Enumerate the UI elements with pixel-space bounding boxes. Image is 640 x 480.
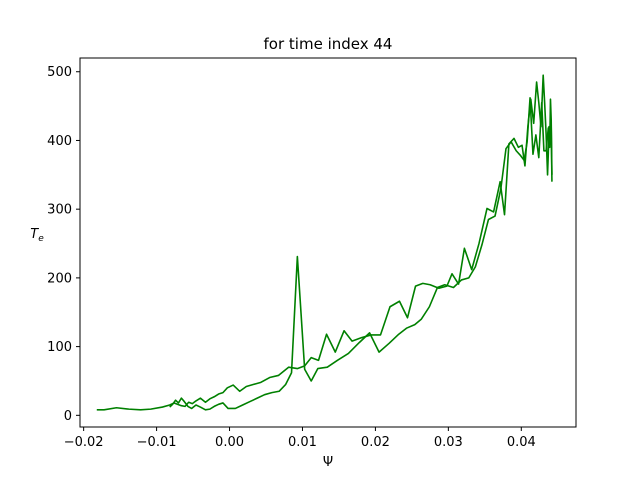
- y-axis-ticks: 0 100 200 300 400 500: [47, 65, 80, 424]
- x-axis-label: Ψ: [323, 455, 333, 470]
- chart-title: for time index 44: [264, 35, 393, 53]
- y-tick-label: 100: [47, 340, 72, 355]
- x-tick-label: 0.02: [361, 435, 390, 450]
- x-tick-label: −0.01: [137, 435, 177, 450]
- y-axis-label-subscript: e: [38, 234, 44, 244]
- x-tick-label: 0.01: [288, 435, 317, 450]
- y-tick-label: 500: [47, 65, 72, 80]
- x-tick-label: 0.00: [215, 435, 244, 450]
- series-layer: [96, 74, 553, 411]
- y-tick-label: 300: [47, 203, 72, 218]
- y-axis-label: Te: [30, 227, 44, 244]
- y-tick-label: 0: [64, 409, 72, 424]
- x-tick-label: 0.04: [507, 435, 536, 450]
- y-tick-label: 200: [47, 271, 72, 286]
- y-tick-label: 400: [47, 134, 72, 149]
- plot-area-frame: [79, 57, 577, 428]
- x-tick-label: −0.02: [64, 435, 104, 450]
- series-line-2: [169, 97, 553, 411]
- y-axis-label-main: T: [30, 227, 39, 242]
- x-axis-ticks: −0.02 −0.01 0.00 0.01 0.02 0.03 0.04: [64, 427, 536, 450]
- x-tick-label: 0.03: [434, 435, 463, 450]
